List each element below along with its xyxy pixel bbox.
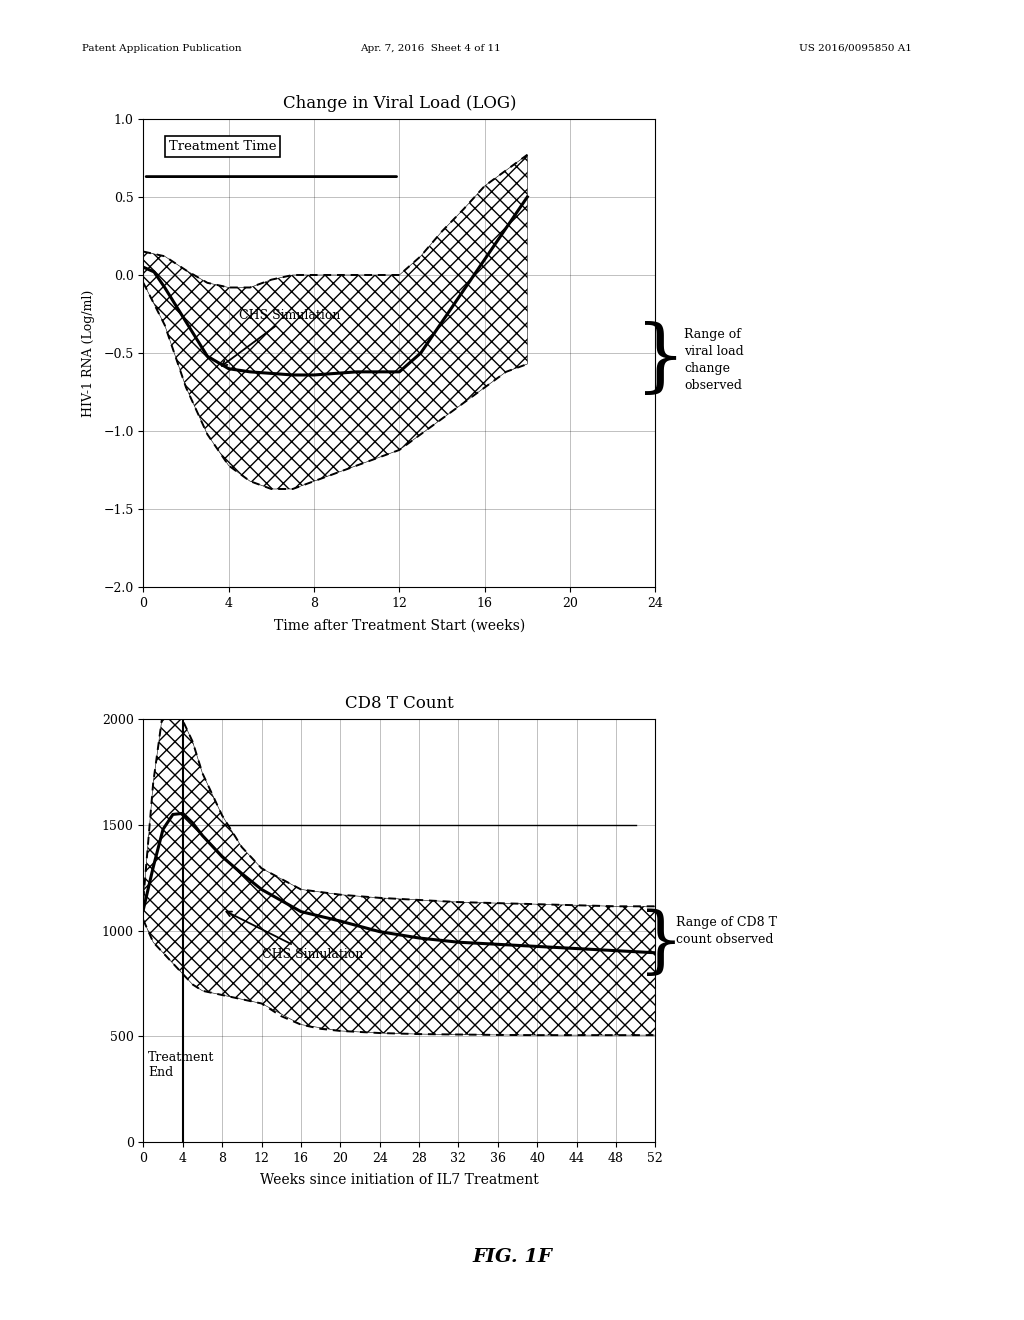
Text: Treatment
End: Treatment End bbox=[148, 1051, 215, 1078]
Text: Range of
viral load
change
observed: Range of viral load change observed bbox=[684, 329, 743, 392]
Text: US 2016/0095850 A1: US 2016/0095850 A1 bbox=[799, 44, 911, 53]
Text: Patent Application Publication: Patent Application Publication bbox=[82, 44, 242, 53]
Text: Range of CD8 T
count observed: Range of CD8 T count observed bbox=[676, 916, 777, 945]
X-axis label: Weeks since initiation of IL7 Treatment: Weeks since initiation of IL7 Treatment bbox=[260, 1173, 539, 1187]
Text: FIG. 1F: FIG. 1F bbox=[472, 1247, 552, 1266]
Text: Apr. 7, 2016  Sheet 4 of 11: Apr. 7, 2016 Sheet 4 of 11 bbox=[359, 44, 501, 53]
Text: CHS Simulation: CHS Simulation bbox=[226, 912, 362, 961]
Title: CD8 T Count: CD8 T Count bbox=[345, 696, 454, 713]
Text: CHS Simulation: CHS Simulation bbox=[222, 309, 341, 366]
Text: Treatment Time: Treatment Time bbox=[169, 140, 276, 153]
Title: Change in Viral Load (LOG): Change in Viral Load (LOG) bbox=[283, 95, 516, 112]
Text: }: } bbox=[635, 321, 686, 400]
Text: }: } bbox=[638, 908, 683, 979]
X-axis label: Time after Treatment Start (weeks): Time after Treatment Start (weeks) bbox=[273, 619, 525, 632]
Y-axis label: HIV-1 RNA (Log/ml): HIV-1 RNA (Log/ml) bbox=[82, 289, 95, 417]
